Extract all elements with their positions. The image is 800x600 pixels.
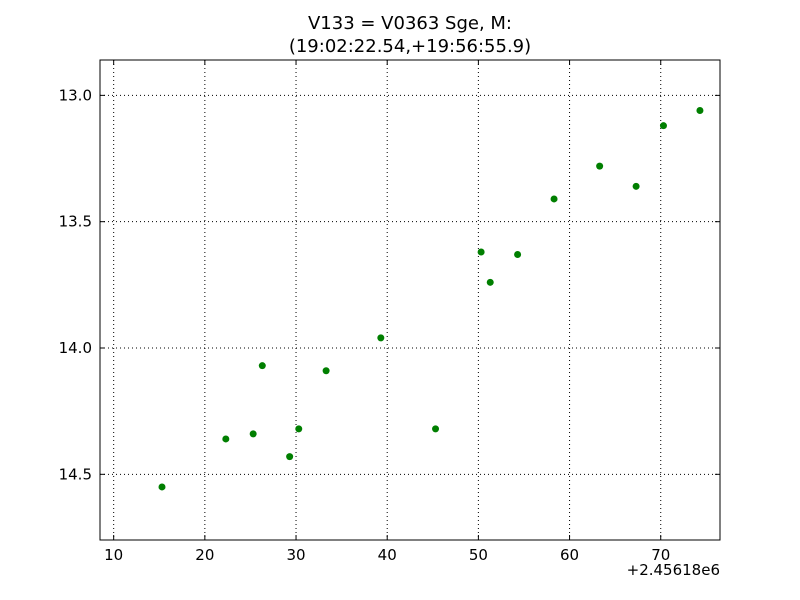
x-tick-label: 70 [651, 546, 670, 564]
y-tick-label: 13.5 [59, 213, 92, 231]
x-tick-label: 30 [286, 546, 305, 564]
data-point [659, 122, 667, 130]
x-tick-label: 60 [560, 546, 579, 564]
axis-ticks [100, 60, 720, 540]
data-point [295, 425, 303, 433]
data-point [632, 182, 640, 190]
data-point [322, 367, 330, 375]
x-tick-label: 40 [378, 546, 397, 564]
x-tick-label: 20 [195, 546, 214, 564]
data-point [158, 483, 166, 491]
data-point [286, 453, 294, 461]
data-point [432, 425, 440, 433]
y-tick-label: 13.0 [59, 86, 92, 104]
data-point [377, 334, 385, 342]
x-tick-label: 50 [469, 546, 488, 564]
data-point [514, 251, 522, 259]
data-point [550, 195, 558, 203]
data-points [158, 107, 704, 491]
y-tick-label: 14.5 [59, 465, 92, 483]
x-tick-label: 10 [104, 546, 123, 564]
plot-frame [99, 59, 721, 541]
data-point [596, 162, 604, 170]
data-point [222, 435, 230, 443]
y-tick-label: 14.0 [59, 339, 92, 357]
data-point [477, 248, 485, 256]
chart-title-line1: V133 = V0363 Sge, M: [308, 13, 512, 34]
grid-lines [100, 60, 720, 540]
data-point [486, 278, 494, 286]
data-point [249, 430, 257, 438]
data-point [696, 107, 704, 115]
chart-title-line2: (19:02:22.54,+19:56:55.9) [289, 36, 531, 57]
tick-labels: 10 20 30 40 50 60 70 13.0 13.5 14.0 14.5 [59, 86, 671, 564]
data-point [258, 362, 266, 370]
x-offset-label: +2.45618e6 [627, 561, 720, 579]
